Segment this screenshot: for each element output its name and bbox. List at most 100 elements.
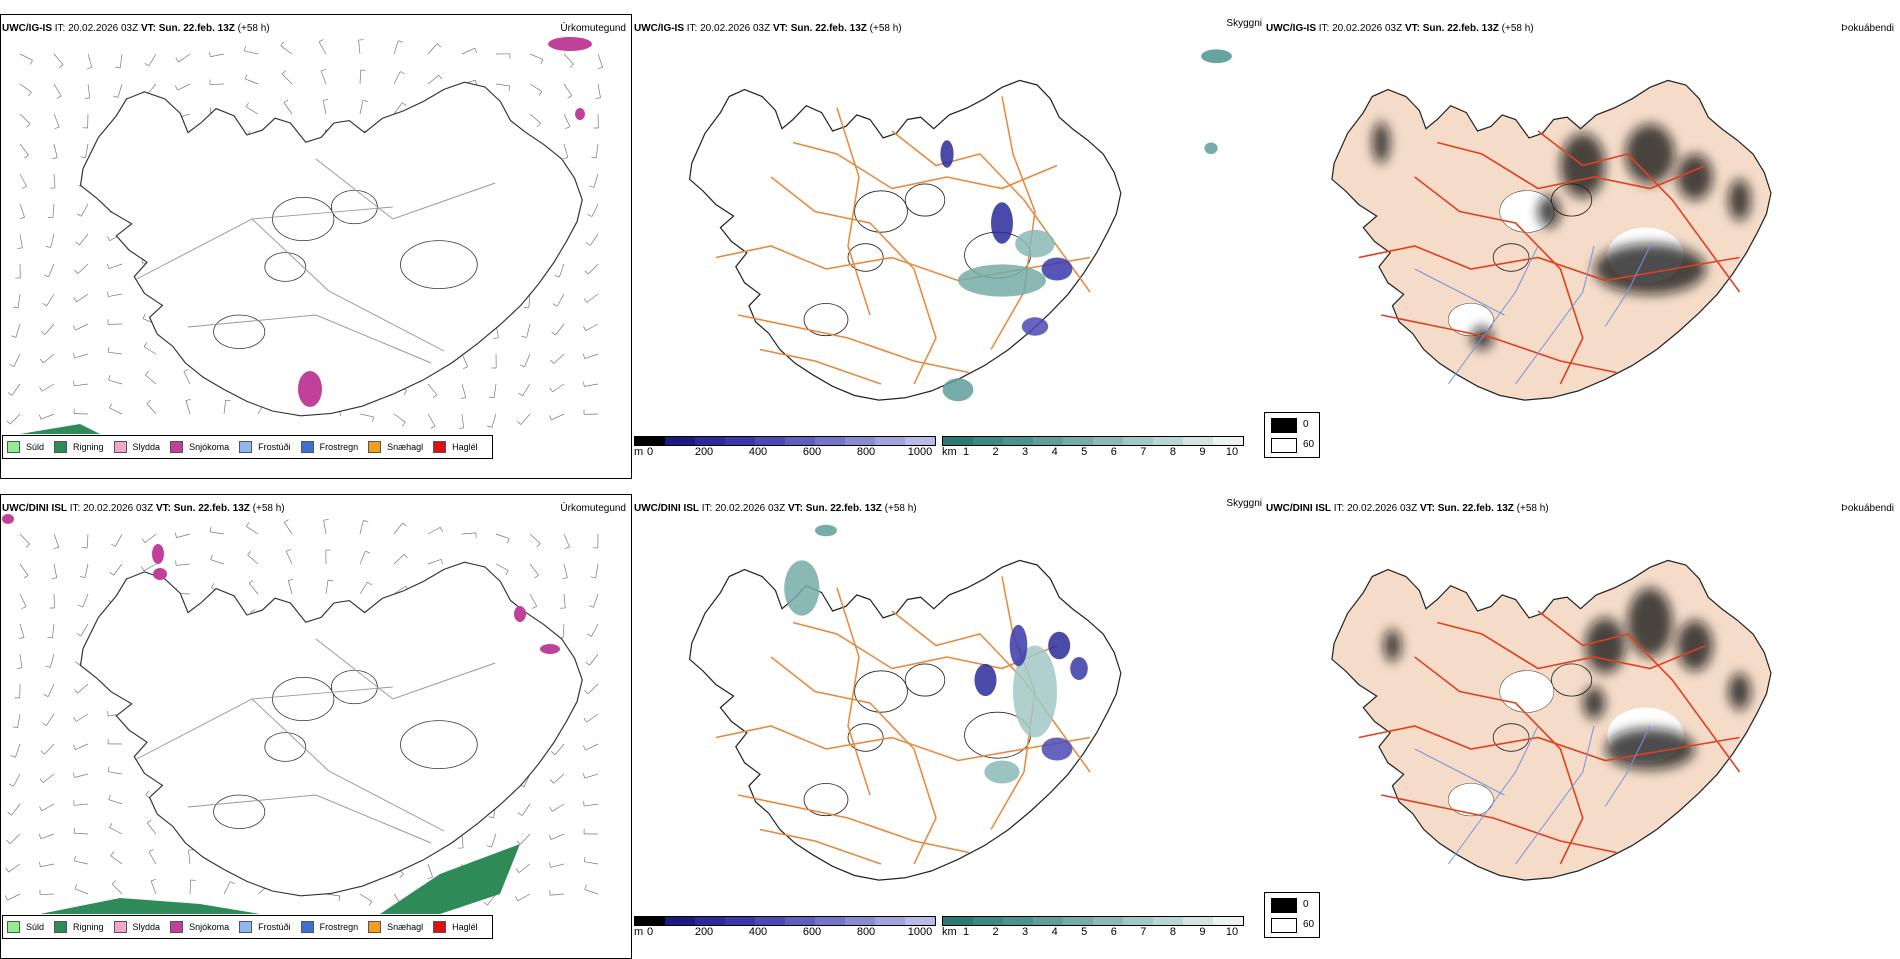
panel-fog-index-row2: UWC/DINI ISL IT: 20.02.2026 03Z VT: Sun.… [1264, 494, 1900, 959]
visibility-map-row2 [632, 494, 1264, 959]
precip-legend-swatch [170, 441, 183, 453]
panel-precip-type-row2: UWC/DINI ISL IT: 20.02.2026 03Z VT: Sun.… [0, 494, 632, 959]
fog-legend-swatch-60 [1271, 918, 1297, 933]
precip-legend-label: Rigning [73, 442, 104, 452]
precip-legend-swatch [433, 921, 446, 933]
precip-legend-label: Haglél [452, 922, 478, 932]
panel-header: UWC/IG-IS IT: 20.02.2026 03Z VT: Sun. 22… [1266, 23, 1534, 34]
colorbar-tick-label: 7 [1140, 446, 1146, 458]
colorbar-tick-label: 4 [1052, 926, 1058, 938]
colorbar-strip [942, 436, 1244, 446]
colorbar-segment [695, 437, 725, 445]
precip-type-map-row1 [0, 14, 632, 479]
colorbar-segment [755, 437, 785, 445]
precip-legend-swatch [239, 441, 252, 453]
colorbar-segment [1123, 917, 1153, 925]
colorbar-segment [875, 917, 905, 925]
precip-legend-item: Snæhagl [368, 441, 423, 453]
colorbar-unit: km [942, 926, 957, 938]
colorbar-tick-label: 10 [1226, 446, 1238, 458]
precip-legend-label: Haglél [452, 442, 478, 452]
colorbar-segment [785, 437, 815, 445]
fog-legend-row1: 0 60 [1264, 412, 1320, 458]
colorbar-tick-label: 8 [1170, 926, 1176, 938]
panel-title: Skyggni [1226, 498, 1262, 509]
colorbar-tick-label: 1000 [908, 446, 932, 458]
colorbar-segment [785, 917, 815, 925]
panel-title: Skyggni [1226, 18, 1262, 29]
colorbar-segment [1123, 437, 1153, 445]
precip-legend-item: Súld [7, 921, 44, 933]
colorbar-tick-label: 5 [1081, 446, 1087, 458]
fog-legend-label-0: 0 [1303, 899, 1309, 910]
panel-header: UWC/DINI ISL IT: 20.02.2026 03Z VT: Sun.… [634, 503, 917, 514]
precip-legend-label: Snæhagl [387, 922, 423, 932]
colorbar-tick-label: 200 [695, 926, 713, 938]
colorbar-tick-label: 6 [1111, 446, 1117, 458]
precip-legend-swatch [7, 921, 20, 933]
colorbar-segment [665, 437, 695, 445]
colorbar-tick-label: 800 [857, 926, 875, 938]
panel-title: Þokuábendi [1841, 23, 1894, 34]
precip-legend-label: Súld [26, 922, 44, 932]
precip-legend-swatch [54, 441, 67, 453]
precip-legend-swatch [301, 441, 314, 453]
colorbar-segment [1183, 917, 1213, 925]
precip-legend-label: Frostúði [258, 922, 291, 932]
precip-legend-label: Frostregn [320, 442, 359, 452]
precip-legend-swatch [368, 441, 381, 453]
colorbar-segment [1213, 917, 1243, 925]
precip-legend-swatch [114, 921, 127, 933]
colorbar-segment [1003, 917, 1033, 925]
colorbar-unit: m [634, 926, 643, 938]
colorbar-segment [845, 437, 875, 445]
colorbar-segment [845, 917, 875, 925]
colorbar-segment [1033, 437, 1063, 445]
colorbar-segment [635, 437, 665, 445]
colorbar-strip [942, 916, 1244, 926]
precip-legend-item: Súld [7, 441, 44, 453]
colorbar-segment [1183, 437, 1213, 445]
precip-legend-swatch [433, 441, 446, 453]
colorbar-tick-label: 1 [963, 926, 969, 938]
colorbar-tick-label: 1 [963, 446, 969, 458]
colorbar-tick-label: 2 [992, 446, 998, 458]
fog-legend-label-60: 60 [1303, 919, 1314, 930]
colorbar-segment [905, 437, 935, 445]
precip-legend-item: Snjókoma [170, 441, 229, 453]
colorbar-segment [635, 917, 665, 925]
panel-visibility-row2: UWC/DINI ISL IT: 20.02.2026 03Z VT: Sun.… [632, 494, 1264, 959]
colorbar-segment [665, 917, 695, 925]
colorbar-segment [1093, 437, 1123, 445]
colorbar-segment [943, 437, 973, 445]
precip-legend-item: Haglél [433, 441, 478, 453]
colorbar-segment [875, 437, 905, 445]
visibility-map-row1 [632, 14, 1264, 479]
colorbar-tick-label: 4 [1052, 446, 1058, 458]
panel-header: UWC/DINI ISL IT: 20.02.2026 03Z VT: Sun.… [1266, 503, 1549, 514]
colorbar-tick-label: 600 [803, 926, 821, 938]
colorbar-segment [725, 917, 755, 925]
colorbar-segment [1093, 917, 1123, 925]
precip-legend-item: Haglél [433, 921, 478, 933]
colorbar-tick-label: 9 [1199, 446, 1205, 458]
colorbar-tick-label: 10 [1226, 926, 1238, 938]
precip-legend-label: Súld [26, 442, 44, 452]
panel-header: UWC/IG-IS IT: 20.02.2026 03Z VT: Sun. 22… [2, 23, 270, 34]
colorbar-tick-label: 8 [1170, 446, 1176, 458]
precip-legend-label: Slydda [133, 922, 161, 932]
colorbar-segment [1033, 917, 1063, 925]
precip-legend-label: Snjókoma [189, 922, 229, 932]
colorbar-segment [1003, 437, 1033, 445]
panel-header: UWC/DINI ISL IT: 20.02.2026 03Z VT: Sun.… [2, 503, 285, 514]
colorbar-segment [1153, 917, 1183, 925]
colorbar-segment [1063, 437, 1093, 445]
colorbar-segment [1063, 917, 1093, 925]
panel-title: Úrkomutegund [560, 23, 626, 34]
colorbar-tick-label: 0 [647, 926, 653, 938]
panel-header: UWC/IG-IS IT: 20.02.2026 03Z VT: Sun. 22… [634, 23, 902, 34]
colorbar-segment [815, 917, 845, 925]
